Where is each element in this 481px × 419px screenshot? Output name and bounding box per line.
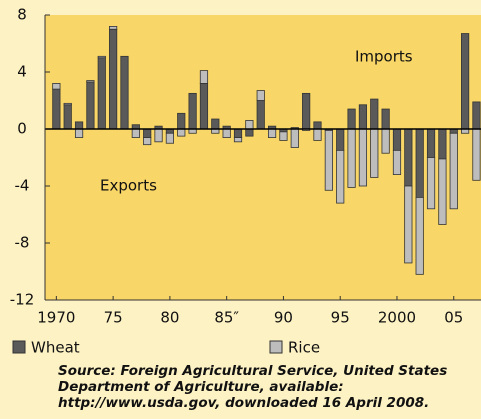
x-tick-label: 75 (104, 309, 123, 327)
bar (404, 185, 413, 264)
source: Department of Agriculture, available: (58, 379, 344, 395)
y-tick-label: 4 (17, 63, 27, 81)
bar (392, 149, 402, 176)
bar (449, 132, 458, 210)
bar (233, 128, 243, 138)
y-tick-label: 8 (17, 6, 27, 24)
bar (63, 102, 72, 106)
bar (143, 128, 152, 138)
bar (426, 128, 436, 158)
legend-label: Wheat (31, 339, 80, 357)
bar (313, 128, 322, 141)
annotation: Imports (355, 48, 413, 66)
bar (438, 128, 447, 160)
x-tick-label: 95 (331, 309, 350, 327)
bar (290, 128, 299, 148)
bar (199, 70, 209, 84)
bar (404, 128, 413, 187)
bar (154, 128, 163, 143)
annotation: Exports (100, 177, 157, 195)
bar (52, 83, 61, 90)
y-tick-label: -8 (15, 234, 30, 252)
bar (222, 128, 231, 138)
bar (63, 104, 72, 130)
bar (336, 149, 345, 204)
bar (177, 128, 186, 137)
bar (233, 137, 243, 143)
bar (245, 120, 254, 130)
bar (120, 55, 129, 130)
legend-swatch (269, 340, 283, 354)
x-tick-label: 90 (274, 309, 293, 327)
bar (165, 132, 174, 144)
bar (358, 128, 368, 187)
bar (324, 130, 333, 191)
bar (188, 92, 197, 130)
bar (74, 121, 84, 130)
bar (415, 196, 424, 275)
bar (438, 158, 447, 225)
bar (256, 90, 265, 101)
x-tick-label: 2000 (378, 309, 416, 327)
bar (97, 57, 106, 130)
bar (74, 128, 84, 138)
bar (86, 80, 95, 83)
bar (97, 55, 106, 59)
y-tick-label: 0 (17, 120, 27, 138)
bar (245, 128, 254, 137)
bar (313, 121, 322, 130)
bar (52, 88, 61, 130)
bar (472, 128, 481, 181)
legend-label: Rice (288, 339, 320, 357)
x-tick-label: 1970 (37, 309, 75, 327)
bar (143, 137, 152, 146)
bar (336, 128, 345, 151)
bar (426, 157, 436, 210)
bar (381, 128, 390, 154)
bar (381, 108, 390, 130)
bar (109, 25, 118, 30)
source: http://www.usda.gov, downloaded 16 April… (58, 395, 429, 411)
bar (256, 100, 265, 130)
bar (199, 83, 209, 130)
source: Source: Foreign Agricultural Service, Un… (58, 363, 447, 379)
bar (347, 128, 356, 188)
bar (177, 112, 186, 130)
y-tick-label: -12 (10, 291, 35, 309)
y-tick-label: -4 (15, 177, 30, 195)
bar (392, 128, 402, 151)
bar (358, 104, 368, 130)
bar (302, 92, 311, 130)
bar (347, 108, 356, 130)
x-tick-label: 80 (160, 309, 179, 327)
bar (370, 128, 379, 178)
bar (86, 81, 95, 130)
x-tick-label: 05 (444, 309, 463, 327)
bar (267, 128, 277, 138)
bar (109, 28, 118, 130)
x-tick-label: 85″ (214, 309, 239, 327)
legend-swatch (12, 340, 26, 354)
bar (415, 128, 424, 198)
bar (370, 98, 379, 130)
bar (279, 131, 288, 141)
bar (461, 33, 470, 130)
bar (211, 118, 220, 130)
bar (472, 101, 481, 130)
bar (131, 128, 140, 138)
